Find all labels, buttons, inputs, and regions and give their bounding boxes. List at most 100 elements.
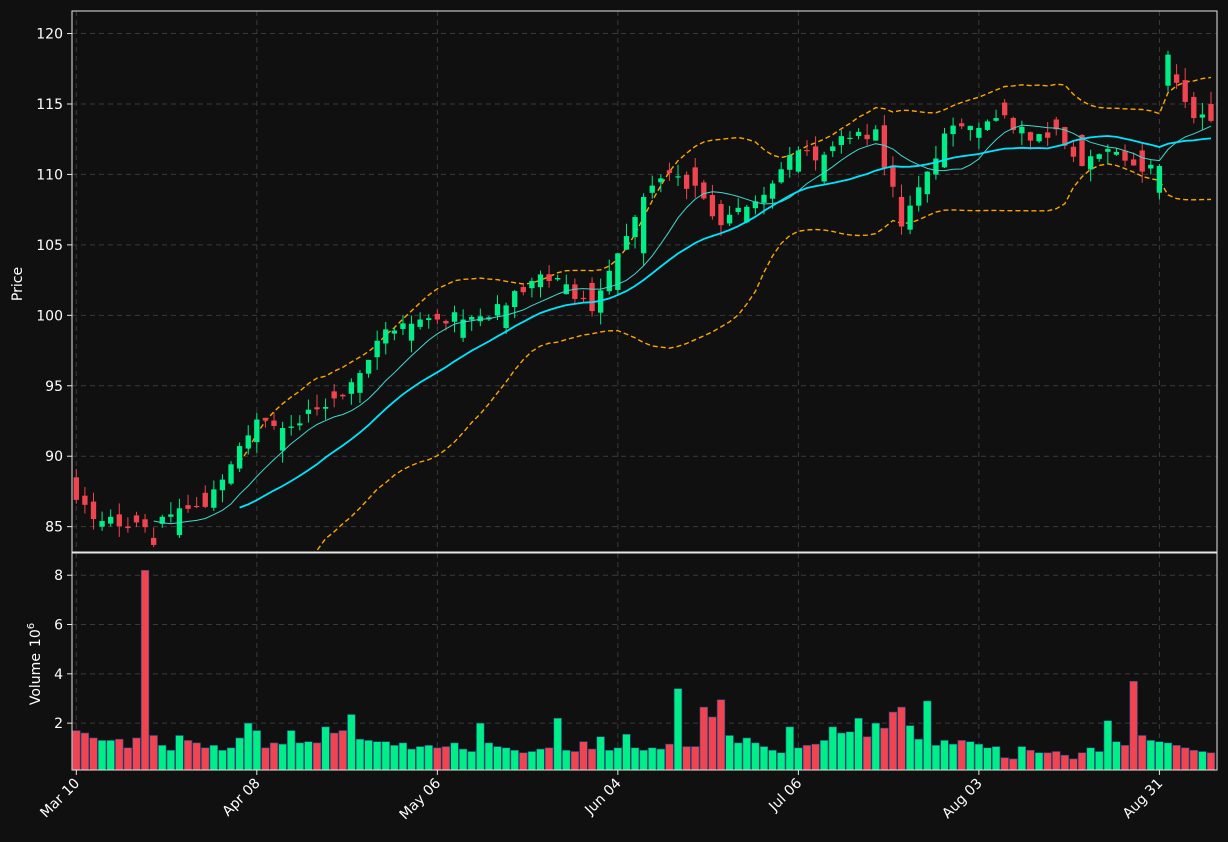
candle-body [125, 526, 131, 529]
volume-bar [166, 749, 176, 771]
grid-layer [72, 11, 1217, 770]
candle-body [434, 313, 440, 320]
volume-bar [450, 742, 459, 771]
candle-body [408, 323, 415, 341]
volume-bar [871, 722, 880, 771]
candle-body [795, 150, 802, 172]
candle-body [1002, 102, 1008, 116]
candle-body [365, 359, 372, 374]
volume-bar [742, 737, 751, 771]
candle-body [924, 171, 930, 195]
candle-body [383, 329, 389, 344]
price-ytick-label: 115 [36, 97, 63, 113]
volume-bar [587, 748, 597, 771]
volume-bar [974, 743, 984, 771]
volume-bar [957, 740, 966, 771]
candle-body [632, 217, 638, 238]
volume-bar [734, 742, 743, 771]
candle-body [933, 158, 939, 175]
volume-axis-label-base: 10 [28, 629, 44, 647]
price-plot-area [73, 50, 1214, 552]
volume-bar [519, 752, 528, 771]
volume-bar [424, 745, 433, 771]
volume-bar [484, 742, 494, 771]
volume-bar [536, 748, 545, 771]
candle-body [279, 428, 286, 451]
candle-body [1199, 114, 1206, 118]
candle-body [916, 187, 922, 206]
candle-body [357, 373, 363, 393]
volume-bar [854, 717, 863, 771]
candle-body [959, 123, 965, 127]
candle-body [847, 137, 853, 139]
volume-bar [914, 738, 923, 771]
volume-bar [115, 738, 124, 771]
candle-body [90, 501, 97, 520]
candle-body [99, 521, 105, 527]
volume-bar [819, 740, 829, 771]
candle-body [400, 323, 406, 329]
volume-bar [149, 735, 158, 771]
candle-body [701, 182, 707, 199]
candle-body [537, 274, 544, 288]
candle-body [1019, 126, 1025, 134]
candle-body [778, 169, 784, 183]
candle-body [830, 146, 836, 152]
candle-body [331, 391, 337, 399]
candle-body [1122, 150, 1128, 161]
candle-body [572, 284, 578, 299]
candle-body [1044, 132, 1051, 138]
price-ytick-label: 110 [36, 167, 63, 183]
candle-body [546, 274, 552, 282]
candle-body [374, 340, 380, 358]
volume-bar [785, 726, 794, 771]
candle-body [563, 284, 569, 295]
volume-bar [97, 740, 107, 771]
volume-bar [433, 747, 442, 771]
volume-bar [476, 722, 485, 771]
volume-ytick-label: 8 [54, 568, 63, 584]
volume-bar [175, 735, 184, 771]
volume-bar [553, 717, 562, 771]
volume-bar [630, 747, 640, 771]
volume-bar [390, 745, 399, 771]
candle-body [305, 409, 312, 414]
candle-body [666, 170, 673, 174]
volume-bar [1112, 741, 1121, 771]
price-ytick-label: 95 [45, 379, 63, 395]
volume-bar [639, 749, 648, 771]
volume-bar [312, 742, 322, 771]
candle-body [984, 121, 991, 130]
volume-bar [106, 740, 115, 771]
volume-bar [1181, 747, 1190, 771]
candle-body [417, 319, 423, 327]
price-panel [73, 50, 1214, 552]
volume-bar [201, 747, 210, 771]
candle-body [451, 312, 458, 322]
candle-body [340, 394, 346, 397]
candle-body [555, 278, 561, 280]
candle-body [898, 196, 905, 227]
volume-bar [931, 745, 941, 771]
candle-body [1130, 159, 1137, 166]
volume-ytick-label: 4 [54, 667, 63, 683]
candle-body [494, 304, 501, 316]
candle-body [219, 479, 226, 491]
candle-body [185, 505, 191, 509]
candle-body [726, 214, 733, 224]
volume-bar [544, 747, 554, 771]
volume-bar [501, 747, 511, 771]
volume-bar [235, 737, 244, 771]
price-axis-label: Price [10, 267, 26, 301]
volume-bar [923, 700, 932, 771]
volume-bar [1000, 757, 1009, 771]
candle-body [812, 146, 819, 161]
volume-bar [1017, 746, 1027, 771]
volume-bar [802, 745, 812, 771]
volume-bar [1034, 752, 1044, 771]
candle-body [73, 477, 79, 500]
volume-bar [768, 749, 777, 771]
price-panel-frame [71, 10, 1218, 553]
